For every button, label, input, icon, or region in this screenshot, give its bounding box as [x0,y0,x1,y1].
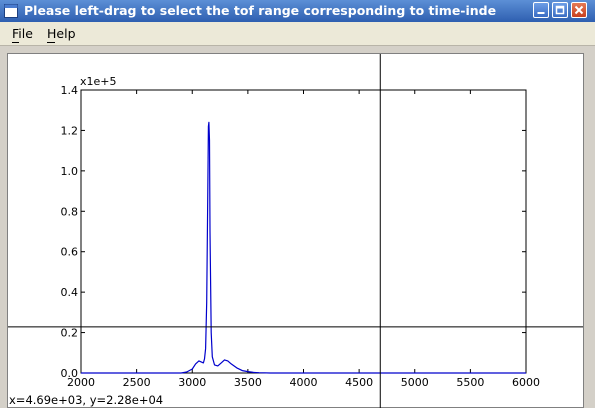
y-tick-label: 1.2 [61,124,79,137]
menu-mnemonic-underlines [12,42,55,43]
close-icon [574,5,584,15]
y-multiplier-label: x1e+5 [80,75,117,88]
x-tick-label: 5000 [401,376,429,389]
menu-bar: File Help [0,22,595,46]
cursor-coordinates-readout: x=4.69e+03, y=2.28e+04 [9,393,164,407]
minimize-icon [537,12,545,14]
menu-file[interactable]: File [12,26,33,41]
app-window-icon [4,4,18,18]
y-tick-label: 0.2 [61,327,79,340]
y-tick-label: 1.0 [61,165,79,178]
x-tick-label: 5500 [456,376,484,389]
spectrum-series-line [81,121,526,374]
menu-help[interactable]: Help [47,26,76,41]
title-bar[interactable]: Please left-drag to select the tof range… [0,0,595,22]
minimize-button[interactable] [533,2,549,18]
series-layer [81,121,526,374]
x-axis-ticks: 2000 2500 3000 3500 4000 4500 5000 5500 6000 [67,90,540,389]
plot-axes-box [80,89,527,374]
window-title: Please left-drag to select the tof range… [24,3,497,18]
status-bar [0,408,595,418]
close-button[interactable] [571,2,587,18]
y-axis-ticks: 0.0 0.2 0.4 0.6 0.8 1.0 1.2 1.4 [61,84,526,380]
y-tick-label: 0.8 [61,205,79,218]
y-tick-label: 1.4 [61,84,79,97]
plot-canvas-frame[interactable] [7,53,584,408]
maximize-button[interactable] [552,2,568,18]
y-tick-label: 0.4 [61,286,79,299]
x-tick-label: 2000 [67,376,95,389]
y-tick-label: 0.6 [61,246,79,259]
x-tick-label: 6000 [512,376,540,389]
maximize-icon [555,5,565,15]
x-tick-label: 3500 [234,376,262,389]
y-tick-label: 0.0 [61,367,79,380]
x-tick-label: 4500 [345,376,373,389]
x-tick-label: 2500 [123,376,151,389]
x-tick-label: 3000 [178,376,206,389]
x-tick-label: 4000 [290,376,318,389]
